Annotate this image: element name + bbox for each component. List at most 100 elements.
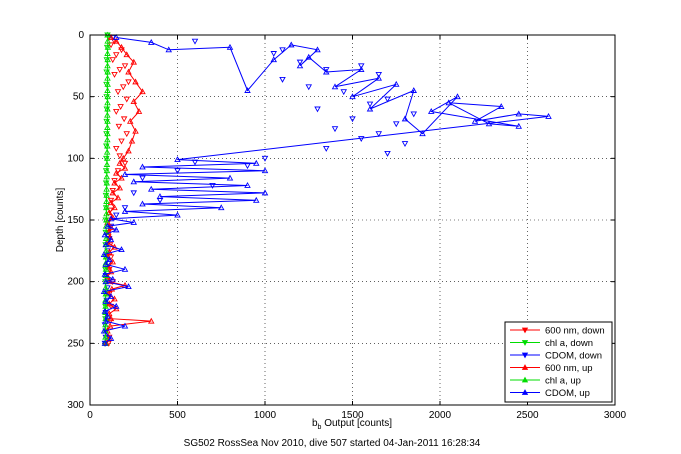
- data-point: [100, 251, 108, 257]
- data-point: [103, 173, 111, 180]
- data-point: [102, 302, 109, 309]
- x-tick-label: 1000: [254, 410, 277, 421]
- data-point: [102, 235, 110, 241]
- data-point: [114, 89, 122, 96]
- data-point: [392, 80, 400, 87]
- data-point: [340, 89, 348, 96]
- legend-entry: 600 nm, down: [510, 326, 605, 337]
- data-point: [497, 103, 505, 109]
- data-point: [419, 130, 426, 137]
- data-point: [130, 98, 138, 105]
- data-point: [296, 59, 304, 66]
- data-point: [104, 285, 111, 292]
- data-point: [125, 283, 132, 290]
- data-point: [111, 178, 118, 184]
- data-point: [121, 207, 129, 214]
- data-point: [102, 260, 110, 267]
- series-cdom-down: [101, 35, 418, 347]
- data-point: [375, 72, 383, 78]
- data-point: [244, 182, 251, 188]
- data-point: [126, 117, 134, 124]
- data-point: [147, 185, 155, 192]
- data-point: [103, 148, 111, 155]
- data-point: [279, 47, 286, 54]
- data-point: [104, 111, 111, 118]
- legend-marker: [521, 327, 529, 334]
- x-tick-label: 0: [87, 410, 93, 421]
- data-point: [107, 197, 115, 204]
- data-point: [384, 150, 391, 157]
- data-point: [125, 147, 132, 154]
- x-axis-ticks: 0 500 1000 1500 2000 2500 3000: [87, 35, 627, 421]
- data-point: [118, 246, 125, 253]
- y-tick-label: 100: [67, 153, 84, 164]
- data-point: [366, 105, 374, 112]
- data-point: [104, 56, 111, 63]
- data-point: [118, 43, 125, 50]
- y-axis-label: Depth [counts]: [55, 188, 66, 253]
- data-point: [104, 99, 111, 106]
- y-axis-ticks: 0 50 100 150 200 250 300: [67, 30, 615, 411]
- data-point: [130, 219, 138, 225]
- data-point: [104, 93, 111, 100]
- data-point: [270, 56, 278, 63]
- data-point: [102, 321, 109, 328]
- data-point: [191, 38, 199, 45]
- data-point: [109, 189, 117, 196]
- data-point: [125, 68, 132, 75]
- data-point: [116, 184, 124, 191]
- data-point: [112, 169, 120, 176]
- data-point: [104, 142, 111, 149]
- data-point: [128, 137, 136, 144]
- x-tick-label: 500: [169, 410, 186, 421]
- data-point: [103, 204, 110, 211]
- data-point: [103, 216, 110, 223]
- data-point: [107, 268, 115, 275]
- data-point: [101, 270, 109, 277]
- data-point: [104, 105, 111, 112]
- data-point: [357, 66, 365, 72]
- data-point: [117, 104, 124, 110]
- data-point: [139, 175, 146, 182]
- data-point: [270, 51, 278, 57]
- data-point: [108, 285, 116, 292]
- data-point: [139, 163, 146, 170]
- data-point: [102, 317, 110, 324]
- data-point: [454, 93, 461, 100]
- data-point: [305, 53, 313, 60]
- data-point: [103, 167, 111, 174]
- data-point: [121, 160, 129, 167]
- data-point: [401, 141, 409, 147]
- data-point: [111, 179, 118, 186]
- data-point: [118, 138, 125, 145]
- y-tick-label: 150: [67, 215, 84, 226]
- data-point: [217, 204, 225, 211]
- data-point: [104, 124, 111, 130]
- data-point: [375, 131, 383, 138]
- data-point: [314, 46, 321, 53]
- legend-marker: [521, 364, 529, 370]
- legend-label: 600 nm, down: [545, 326, 605, 337]
- data-point: [115, 123, 123, 130]
- data-point: [296, 62, 304, 69]
- data-point: [174, 168, 181, 175]
- data-point: [485, 120, 493, 127]
- data-point: [119, 84, 127, 91]
- data-point: [107, 293, 115, 299]
- data-point: [410, 87, 418, 93]
- data-point: [102, 278, 110, 285]
- series-line: [102, 37, 549, 344]
- data-point: [104, 130, 111, 137]
- data-point: [314, 106, 321, 113]
- data-point: [125, 79, 132, 86]
- data-point: [331, 126, 339, 133]
- data-point: [118, 174, 125, 181]
- data-point: [103, 179, 111, 186]
- data-point: [114, 194, 122, 201]
- data-point: [123, 96, 131, 103]
- legend-entry: CDOM, down: [510, 351, 602, 362]
- data-point: [445, 99, 453, 106]
- data-point: [174, 211, 181, 218]
